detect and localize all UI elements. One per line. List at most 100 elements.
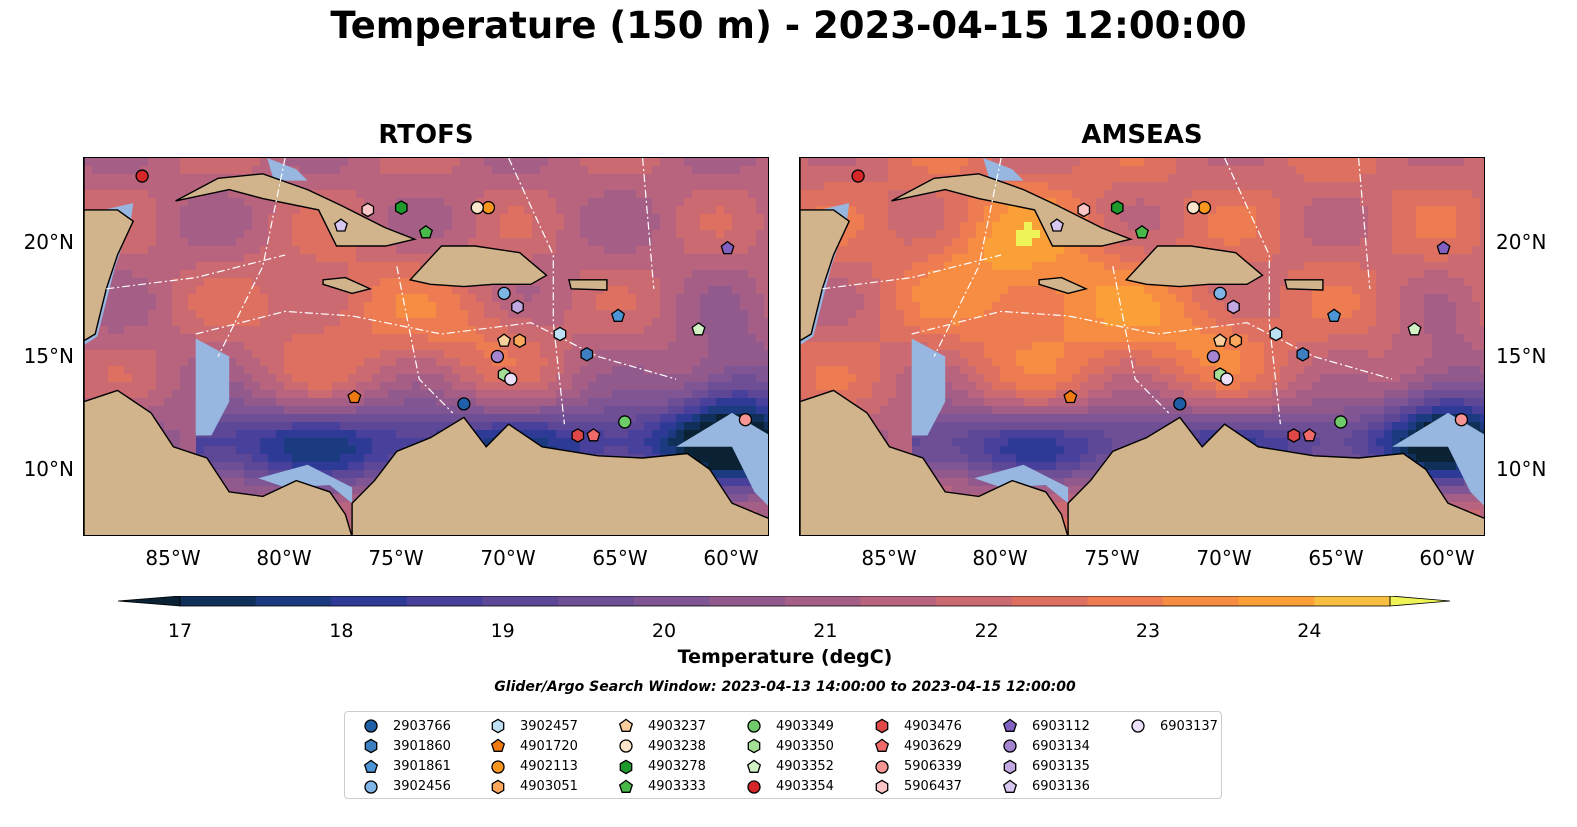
legend-marker-4903350[interactable] — [747, 738, 761, 754]
float-4903237[interactable] — [497, 333, 512, 347]
legend-marker-6903135[interactable] — [1003, 759, 1017, 774]
eez-boundary — [508, 158, 565, 425]
float-6903112[interactable] — [720, 240, 735, 255]
float-4903354[interactable] — [135, 169, 149, 183]
lon-tick-60w: 60°W — [703, 546, 759, 570]
legend-item: 4901720 — [490, 736, 578, 756]
legend-marker-4903051[interactable] — [491, 779, 505, 795]
float-3901861[interactable] — [1327, 308, 1342, 322]
legend-marker-6903136[interactable] — [1002, 779, 1018, 793]
eez-boundary — [106, 254, 286, 290]
float-2903766[interactable] — [1173, 397, 1187, 411]
legend-marker-3902456[interactable] — [364, 780, 378, 794]
float-4902113[interactable] — [1197, 200, 1212, 215]
legend-marker-3901860[interactable] — [364, 738, 378, 754]
float-4901720[interactable] — [347, 389, 362, 404]
legend-marker-6903137[interactable] — [1131, 719, 1145, 733]
float-6903136[interactable] — [1049, 218, 1064, 232]
float-6903137[interactable] — [504, 372, 518, 386]
legend-marker-2903766[interactable] — [364, 719, 378, 733]
panel-title-rtofs: RTOFS — [378, 120, 474, 150]
float-4903051[interactable] — [513, 333, 527, 349]
float-5906339[interactable] — [738, 413, 753, 427]
legend-marker-3901861[interactable] — [363, 759, 379, 773]
legend-marker-4901720[interactable] — [490, 738, 506, 753]
float-3901860[interactable] — [1296, 346, 1310, 362]
float-4903333[interactable] — [418, 224, 433, 239]
legend-marker-4903333[interactable] — [618, 779, 634, 793]
float-6903135[interactable] — [511, 299, 524, 315]
float-4901720[interactable] — [1063, 389, 1078, 404]
legend-label: 6903112 — [1032, 718, 1090, 734]
float-4903476[interactable] — [1287, 428, 1301, 443]
rtofs-map[interactable] — [83, 157, 769, 536]
legend-marker-4903349[interactable] — [747, 719, 761, 733]
float-4903333[interactable] — [1134, 224, 1149, 239]
land-polygon — [175, 173, 418, 247]
lon-tick-70w: 70°W — [480, 546, 536, 570]
legend-item: 6903134 — [1002, 736, 1090, 756]
float-3902457[interactable] — [553, 326, 567, 342]
float-4903629[interactable] — [586, 428, 601, 442]
float-legend: 2903766 3901860 3901861 3902456 3902457 49017… — [344, 711, 1222, 799]
float-4903051[interactable] — [1229, 333, 1243, 349]
legend-item: 3901860 — [363, 736, 451, 756]
float-2903766[interactable] — [457, 397, 471, 411]
float-6903136[interactable] — [333, 218, 348, 232]
lat-tick-10n: 10°N — [23, 457, 74, 481]
float-4903238[interactable] — [470, 200, 484, 215]
land-polygon — [84, 209, 135, 342]
float-4903349[interactable] — [1334, 415, 1348, 429]
float-6903134[interactable] — [1206, 349, 1221, 364]
float-4903352[interactable] — [1407, 322, 1422, 336]
colorbar-bin — [180, 596, 257, 606]
legend-marker-6903112[interactable] — [1002, 718, 1018, 732]
float-5906437[interactable] — [1077, 202, 1091, 218]
legend-marker-4903237[interactable] — [618, 718, 634, 732]
float-4903278[interactable] — [1110, 200, 1124, 215]
float-5906339[interactable] — [1454, 413, 1469, 427]
legend-marker-5906339[interactable] — [875, 759, 889, 774]
legend-item: 6903112 — [1002, 716, 1090, 736]
colorbar-bin — [785, 596, 862, 606]
float-4902113[interactable] — [481, 200, 496, 215]
legend-marker-4903352[interactable] — [746, 759, 762, 773]
float-3901860[interactable] — [580, 346, 594, 362]
float-4903354[interactable] — [851, 169, 865, 183]
float-3902456[interactable] — [497, 286, 511, 301]
legend-marker-4903278[interactable] — [619, 759, 633, 774]
float-6903112[interactable] — [1436, 240, 1451, 255]
legend-marker-4903629[interactable] — [874, 738, 890, 753]
legend-item: 6903136 — [1002, 777, 1090, 797]
legend-marker-4903238[interactable] — [619, 739, 633, 753]
legend-marker-4903354[interactable] — [747, 780, 761, 794]
legend-marker-4903476[interactable] — [875, 718, 889, 734]
float-3902457[interactable] — [1269, 326, 1283, 342]
float-3901861[interactable] — [611, 308, 626, 322]
float-5906437[interactable] — [361, 202, 375, 218]
float-3902456[interactable] — [1213, 286, 1227, 301]
float-4903629[interactable] — [1302, 428, 1317, 442]
float-4903349[interactable] — [618, 415, 632, 429]
float-4903278[interactable] — [394, 200, 408, 215]
eez-boundary — [1224, 158, 1281, 425]
colorbar-bin — [255, 596, 332, 606]
legend-marker-5906437[interactable] — [875, 779, 889, 795]
float-4903352[interactable] — [691, 322, 706, 336]
float-6903134[interactable] — [490, 349, 505, 364]
legend-label: 4903354 — [776, 779, 834, 795]
float-6903137[interactable] — [1220, 372, 1234, 386]
legend-label: 6903134 — [1032, 738, 1090, 754]
land-polygon — [800, 158, 1069, 535]
legend-marker-3902457[interactable] — [491, 718, 505, 734]
colorbar-tick: 21 — [813, 620, 838, 642]
float-4903237[interactable] — [1213, 333, 1228, 347]
legend-marker-4902113[interactable] — [491, 759, 505, 774]
legend-label: 4903278 — [648, 759, 706, 775]
amseas-map[interactable] — [799, 157, 1485, 536]
float-4903476[interactable] — [571, 428, 585, 443]
legend-label: 3901860 — [393, 738, 451, 754]
legend-marker-6903134[interactable] — [1003, 739, 1017, 753]
float-6903135[interactable] — [1227, 299, 1240, 315]
float-4903238[interactable] — [1186, 200, 1200, 215]
